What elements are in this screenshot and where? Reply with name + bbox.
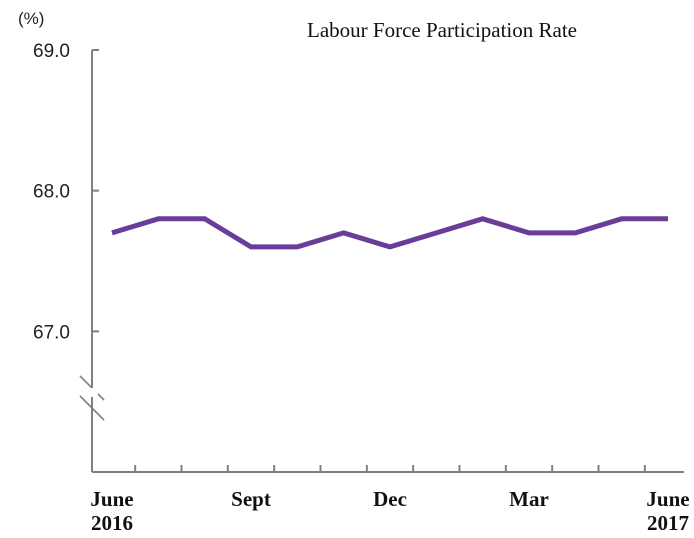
chart-title: Labour Force Participation Rate [307,18,577,42]
y-unit-label: (%) [18,9,44,28]
x-tick-label: Sept [231,487,271,511]
y-tick-label: 69.0 [33,41,70,62]
y-tick-label: 67.0 [33,322,70,343]
x-tick-label-year: 2017 [647,511,689,535]
x-tick-label: June [90,487,133,511]
y-tick-label: 68.0 [33,182,70,203]
series-group [111,216,669,250]
x-tick-label: Mar [509,487,549,511]
x-tick-label: June [646,487,689,511]
x-tick-label: Dec [373,487,407,511]
series-line [111,216,668,250]
axis-break-icon [79,375,105,421]
x-tick-label-year: 2016 [91,511,133,535]
y-tick-group: 67.0 68.0 69.0 [33,41,99,343]
